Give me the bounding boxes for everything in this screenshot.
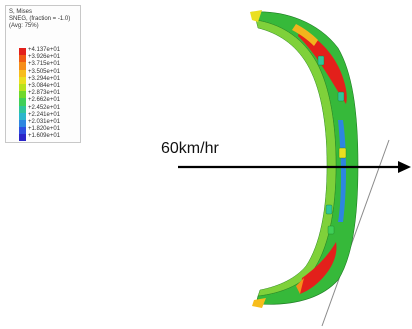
legend-level: +3.926e+01 [19, 54, 83, 63]
legend-level-label: +1.609e+01 [28, 133, 61, 140]
legend-averaging: (Avg: 75%) [9, 23, 39, 29]
low-stress-band [338, 120, 346, 222]
speed-label: 60km/hr [161, 140, 219, 157]
legend-level: +3.294e+01 [19, 75, 83, 84]
legend-swatch [19, 76, 26, 84]
high-stress-lower [300, 242, 337, 294]
legend-variable: S, Mises [9, 9, 33, 15]
legend-color-scale: +4.137e+01 +3.926e+01 +3.715e+01 +3.505e+01… [19, 47, 83, 142]
legend-swatch [19, 62, 26, 70]
legend-level-label: +3.505e+01 [28, 68, 61, 75]
velocity-arrow [178, 161, 411, 173]
tab-4 [325, 204, 333, 215]
tab-1 [317, 55, 325, 66]
legend-header: S, Mises SNEG, (fraction = -1.0) (Avg: 7… [9, 9, 70, 30]
legend-swatch [19, 112, 26, 120]
legend-level: +1.820e+01 [19, 126, 83, 135]
legend-level: +2.662e+01 [19, 97, 83, 106]
tab-3 [338, 147, 347, 159]
legend-swatch [19, 127, 26, 135]
legend-level: +1.609e+01 [19, 133, 83, 142]
structure-flange [255, 19, 337, 297]
stress-transition-upper [292, 24, 318, 46]
legend-level: +2.241e+01 [19, 111, 83, 120]
legend-swatch [19, 91, 26, 99]
legend-level: +4.137e+01 [19, 47, 83, 56]
legend-level: +3.715e+01 [19, 61, 83, 70]
legend-swatch [19, 69, 26, 77]
stress-transition-lower [296, 278, 304, 294]
barrier-line [321, 139, 390, 327]
legend-level-label: +3.084e+01 [28, 82, 61, 89]
legend-level-label: +2.241e+01 [28, 111, 61, 118]
legend-level: +3.505e+01 [19, 68, 83, 77]
legend-swatch [19, 98, 26, 106]
tab-2 [337, 91, 345, 102]
legend-level-label: +3.926e+01 [28, 54, 61, 61]
legend-level-label: +2.031e+01 [28, 118, 61, 125]
legend-level: +2.031e+01 [19, 118, 83, 128]
deformed-structure [250, 10, 359, 308]
high-stress-upper [298, 28, 347, 104]
legend-level: +2.452e+01 [19, 104, 83, 113]
legend-swatch [19, 134, 26, 142]
legend-swatch [19, 55, 26, 63]
legend-level-label: +2.873e+01 [28, 90, 61, 97]
legend-level: +3.084e+01 [19, 82, 83, 92]
legend-swatch [19, 119, 26, 128]
legend-level-label: +3.715e+01 [28, 61, 61, 68]
legend-level-label: +2.452e+01 [28, 104, 61, 111]
tip-bottom [252, 298, 266, 308]
legend-swatch [19, 83, 26, 92]
legend-section: SNEG, (fraction = -1.0) [9, 16, 71, 22]
tip-top [250, 10, 262, 22]
legend-level-label: +4.137e+01 [28, 47, 61, 53]
contour-legend: S, Mises SNEG, (fraction = -1.0) (Avg: 7… [5, 5, 81, 143]
legend-swatch [19, 48, 26, 56]
legend-level-label: +3.294e+01 [28, 75, 61, 82]
legend-level-label: +2.662e+01 [28, 97, 61, 104]
legend-level: +2.873e+01 [19, 90, 83, 99]
legend-swatch [19, 105, 26, 113]
legend-level-label: +1.820e+01 [28, 126, 61, 133]
tab-5 [327, 225, 335, 235]
